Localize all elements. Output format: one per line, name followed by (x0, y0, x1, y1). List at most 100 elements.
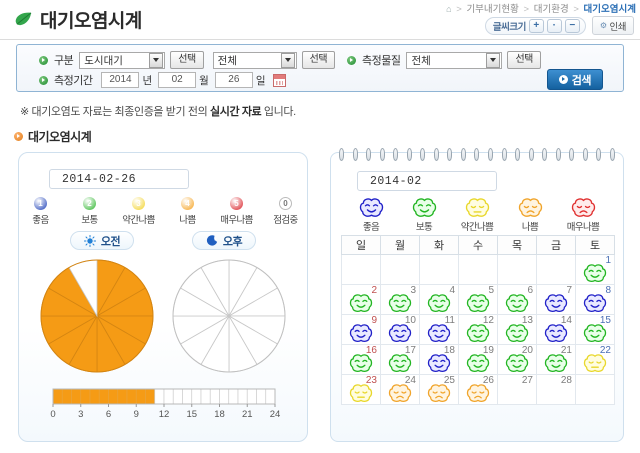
calendar-day-face (576, 353, 614, 373)
substance-select-button[interactable]: 선택 (507, 51, 541, 69)
spiral-ring (339, 148, 344, 161)
calendar-day-cell[interactable]: 10 (380, 314, 420, 345)
hour-cell[interactable] (200, 388, 211, 405)
calendar-day-cell[interactable]: 14 (536, 314, 576, 345)
hour-cell[interactable] (191, 388, 202, 405)
fontsize-reset-button[interactable]: · (546, 18, 562, 33)
calendar-day-cell[interactable]: 22 (575, 344, 615, 375)
grade-face-icon (518, 198, 542, 217)
calendar-day-cell[interactable]: 6 (497, 284, 537, 315)
day-input[interactable]: 26 (214, 72, 253, 88)
am-button[interactable]: 오전 (69, 231, 135, 250)
calendar-day-cell[interactable]: 7 (536, 284, 576, 315)
spiral-ring (393, 148, 399, 161)
hour-cell[interactable] (219, 388, 230, 405)
month-input[interactable]: 02 (158, 72, 197, 88)
calendar-day-cell[interactable]: 23 (341, 374, 381, 405)
region-select[interactable]: 전체 (212, 51, 297, 69)
calendar-weekday-header: 토 (575, 235, 615, 255)
calendar-day-cell[interactable]: 21 (536, 344, 576, 375)
hour-cell[interactable] (89, 388, 100, 405)
breadcrumb-item-2[interactable]: 대기환경 (533, 4, 569, 15)
calendar-day-cell[interactable]: 20 (497, 344, 537, 375)
pie-outline (172, 259, 286, 373)
hour-cell[interactable] (182, 388, 193, 405)
calendar-day-cell[interactable]: 12 (458, 314, 498, 345)
calendar-day-cell[interactable]: 9 (341, 314, 381, 345)
calendar-day-cell[interactable]: 25 (419, 374, 459, 405)
calendar-icon[interactable] (272, 73, 286, 87)
hour-cell[interactable] (61, 388, 72, 405)
hour-cell[interactable] (256, 388, 267, 405)
search-button[interactable]: 검색 (546, 69, 603, 90)
hour-cell[interactable] (52, 388, 63, 405)
hour-cell[interactable] (172, 388, 183, 405)
fontsize-decrease-button[interactable]: − (564, 18, 580, 33)
chevron-down-icon (280, 52, 295, 68)
face-legend-label: 매우나쁨 (566, 222, 600, 233)
hour-cell[interactable] (265, 388, 276, 405)
hour-cell[interactable] (246, 388, 257, 405)
axis-tick-label: 21 (242, 409, 253, 420)
calendar-day-cell[interactable]: 18 (419, 344, 459, 375)
breadcrumb-item-1[interactable]: 기부내기현황 (466, 4, 519, 15)
hour-cell[interactable] (145, 388, 156, 405)
home-icon[interactable]: ⌂ (446, 4, 452, 14)
hour-cell[interactable] (154, 388, 165, 405)
print-button[interactable]: ⚙ 인쇄 (591, 16, 634, 35)
spiral-ring (488, 148, 494, 161)
fontsize-increase-button[interactable]: + (528, 18, 544, 33)
hour-cell[interactable] (209, 388, 220, 405)
category-select[interactable]: 도시대기 (79, 51, 166, 69)
calendar-day-cell[interactable]: 4 (419, 284, 459, 315)
pm-button[interactable]: 오후 (191, 231, 257, 250)
calendar-day-cell[interactable]: 11 (419, 314, 459, 345)
grade-legend-label: 점검중 (273, 215, 298, 226)
calendar-day-cell[interactable]: 15 (575, 314, 615, 345)
calendar-day-cell[interactable]: 26 (458, 374, 498, 405)
grade-legend-label: 보통 (81, 215, 98, 226)
hour-cell[interactable] (228, 388, 239, 405)
hour-cell[interactable] (71, 388, 82, 405)
hour-cell[interactable] (117, 388, 128, 405)
grade-face-icon (544, 294, 568, 312)
hour-cell[interactable] (108, 388, 119, 405)
calendar-day-cell[interactable]: 27 (497, 374, 537, 405)
calendar-day-cell[interactable]: 8 (575, 284, 615, 315)
calendar-day-cell[interactable]: 2 (341, 284, 381, 315)
calendar-day-cell[interactable]: 17 (380, 344, 420, 375)
region-select-button[interactable]: 선택 (301, 51, 336, 69)
grade-face-icon (427, 354, 451, 372)
calendar-day-cell[interactable]: 16 (341, 344, 381, 375)
category-select-button[interactable]: 선택 (170, 51, 204, 69)
calendar-day-cell[interactable]: 24 (380, 374, 420, 405)
axis-tick-label: 3 (78, 409, 83, 420)
hour-cell[interactable] (237, 388, 248, 405)
breadcrumb-item-3: 대기오염시계 (583, 4, 636, 15)
calendar-day-face (459, 293, 497, 313)
calendar-day-cell[interactable]: 3 (380, 284, 420, 315)
grade-face-icon (466, 354, 490, 372)
calendar-day-number: 1 (605, 255, 611, 266)
hour-cell[interactable] (98, 388, 109, 405)
calendar-day-cell[interactable]: 28 (536, 374, 576, 405)
calendar-weekday-header: 화 (419, 235, 459, 255)
calendar-day-cell[interactable]: 13 (497, 314, 537, 345)
calendar-day-cell[interactable]: 1 (575, 254, 615, 285)
chevron-down-icon (486, 52, 501, 68)
calendar-week-row: 1 (341, 254, 615, 285)
year-input[interactable]: 2014 (101, 72, 140, 88)
hour-cell[interactable] (80, 388, 91, 405)
calendar-day-face (381, 293, 419, 313)
substance-row: 측정물질 전체 선택 (347, 51, 541, 69)
face-legend-item: 좋음 (345, 197, 397, 233)
hour-cell[interactable] (163, 388, 174, 405)
calendar-day-cell[interactable]: 19 (458, 344, 498, 375)
hour-cell[interactable] (126, 388, 137, 405)
hour-cell[interactable] (135, 388, 146, 405)
spiral-ring (433, 148, 439, 161)
calendar-day-cell[interactable]: 5 (458, 284, 498, 315)
ampm-toggle-row: 오전 오후 (19, 231, 307, 250)
face-legend-label: 보통 (415, 222, 433, 233)
substance-select[interactable]: 전체 (406, 51, 503, 69)
